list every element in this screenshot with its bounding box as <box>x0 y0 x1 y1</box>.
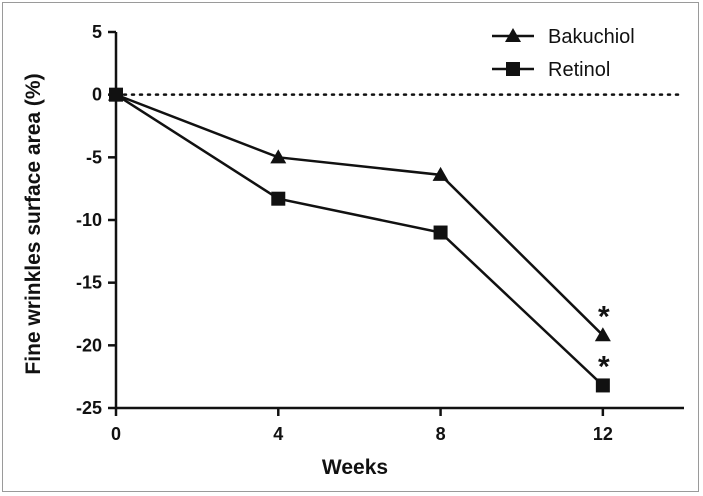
series-line <box>115 93 604 387</box>
square-marker <box>109 87 123 102</box>
axes: 5 0 -5 -10 -15 -20 -25 0 4 8 12 <box>76 22 684 444</box>
square-marker <box>433 225 448 240</box>
y-tick-label: 5 <box>92 22 102 42</box>
x-tick-label: 4 <box>273 424 283 444</box>
series-layer: ** <box>108 86 611 393</box>
legend-square-marker <box>506 62 520 76</box>
x-tick-label: 8 <box>436 424 446 444</box>
triangle-marker <box>432 166 449 181</box>
significance-asterisk: * <box>598 300 610 333</box>
legend-item-bakuchiol: Bakuchiol <box>492 26 635 48</box>
chart-frame <box>2 2 699 492</box>
x-axis-title: Weeks <box>322 456 388 479</box>
legend-triangle-marker <box>505 28 521 42</box>
series-bakuchiol: * <box>108 86 611 342</box>
y-tick-label: -15 <box>76 273 102 293</box>
square-marker <box>595 378 610 393</box>
triangle-marker <box>594 327 611 342</box>
y-axis-title: Fine wrinkles surface area (%) <box>22 73 45 374</box>
square-marker <box>271 191 286 206</box>
legend-label: Bakuchiol <box>548 26 635 48</box>
significance-asterisk: * <box>598 350 610 383</box>
axis-labels: Weeks Fine wrinkles surface area (%) <box>22 73 388 479</box>
triangle-marker <box>270 149 287 164</box>
y-tick-label: -20 <box>76 335 102 355</box>
y-tick-label: -25 <box>76 398 102 418</box>
legend-label: Retinol <box>548 59 610 81</box>
y-tick-label: -5 <box>86 147 102 167</box>
legend-item-retinol: Retinol <box>492 59 610 81</box>
legend: Bakuchiol Retinol <box>492 26 635 81</box>
y-tick-label: -10 <box>76 210 102 230</box>
series-retinol: * <box>109 87 610 393</box>
series-line <box>115 93 604 337</box>
y-tick-label: 0 <box>92 85 102 105</box>
x-tick-label: 0 <box>111 424 121 444</box>
x-tick-label: 12 <box>593 424 613 444</box>
